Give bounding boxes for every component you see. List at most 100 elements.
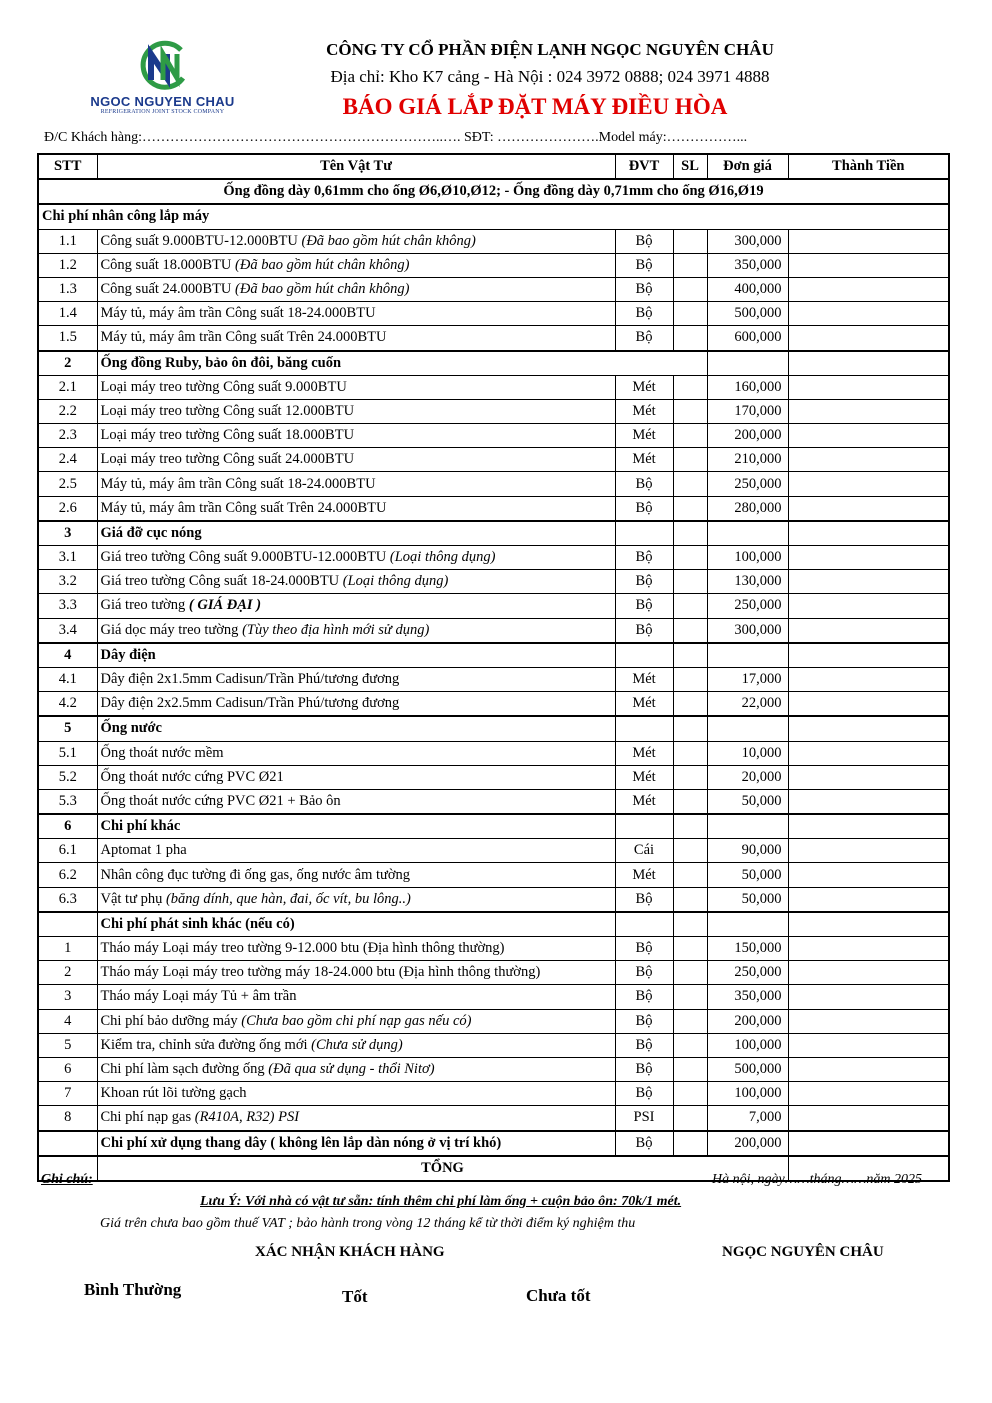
qty-cell bbox=[672, 544, 708, 571]
price-cell: 200,000 bbox=[706, 1129, 789, 1157]
unit-cell: Mét bbox=[614, 423, 674, 449]
stt-cell: 1.4 bbox=[37, 301, 98, 327]
price-cell: 200,000 bbox=[706, 1008, 789, 1034]
price-cell: 150,000 bbox=[706, 935, 789, 962]
stt-cell: 5.1 bbox=[37, 740, 98, 766]
qty-cell bbox=[672, 1105, 708, 1131]
price-cell: 250,000 bbox=[706, 471, 789, 497]
rating-not-good[interactable]: Chưa tốt bbox=[526, 1286, 591, 1305]
item-name-cell: Dây điện 2x1.5mm Cadisun/Trần Phú/tương … bbox=[96, 666, 616, 693]
item-name-cell: Công suất 18.000BTU (Đã bao gồm hút chân… bbox=[96, 252, 616, 278]
total-cell bbox=[787, 617, 950, 644]
table-row: 3.1 Giá treo tường Công suất 9.000BTU-12.… bbox=[37, 544, 950, 571]
price-cell: 160,000 bbox=[706, 374, 789, 400]
company-address: Địa chỉ: Kho K7 cảng - Hà Nội : 024 3972… bbox=[330, 67, 770, 86]
qty-cell bbox=[672, 813, 708, 840]
qty-cell bbox=[672, 960, 708, 986]
stt-cell: 2.4 bbox=[37, 447, 98, 473]
col-unit: ĐVT bbox=[614, 153, 674, 181]
total-cell bbox=[787, 788, 950, 815]
price-note: Giá trên chưa bao gồm thuế VAT ; bảo hàn… bbox=[100, 1216, 636, 1231]
table-row: 6.2 Nhân công đục tường đi ống gas, ống n… bbox=[37, 862, 950, 888]
col-stt: STT bbox=[37, 153, 98, 181]
section-title: Ống nước bbox=[96, 715, 616, 742]
customer-confirm-label: XÁC NHẬN KHÁCH HÀNG bbox=[255, 1244, 445, 1260]
section-row: 4 Dây điện bbox=[37, 642, 950, 668]
qty-cell bbox=[672, 691, 708, 717]
price-cell bbox=[706, 350, 789, 376]
item-name: Dây điện 2x2.5mm Cadisun/Trần Phú/tương … bbox=[100, 695, 400, 712]
section-row: 5 Ống nước bbox=[37, 715, 950, 742]
item-remark: (Đã qua sử dụng - thổi Nitơ) bbox=[268, 1061, 435, 1078]
price-cell bbox=[706, 813, 789, 840]
stt-cell: 3 bbox=[37, 520, 98, 546]
stt-cell: 5.3 bbox=[37, 788, 98, 815]
stt-cell: 2.2 bbox=[37, 398, 98, 425]
table-row: 4.2 Dây điện 2x2.5mm Cadisun/Trần Phú/tươ… bbox=[37, 691, 950, 717]
table-row: 6.3 Vật tư phụ (băng dính, que hàn, đai, … bbox=[37, 886, 950, 913]
table-row: 1.1 Công suất 9.000BTU-12.000BTU (Đã bao … bbox=[37, 228, 950, 254]
qty-cell bbox=[672, 838, 708, 864]
total-cell bbox=[787, 838, 950, 864]
section-row: 2 Ống đồng Ruby, bảo ôn đôi, băng cuốn bbox=[37, 350, 950, 376]
total-cell bbox=[787, 862, 950, 888]
stt-cell: 4 bbox=[37, 642, 98, 668]
item-name: Giá treo tường Công suất 18-24.000BTU bbox=[100, 573, 343, 590]
qty-cell bbox=[672, 447, 708, 473]
unit-cell: Cái bbox=[614, 838, 674, 864]
item-name: Tháo máy Loại máy treo tường máy 18-24.0… bbox=[100, 964, 541, 981]
unit-cell: Mét bbox=[614, 740, 674, 766]
item-name-cell: Công suất 9.000BTU-12.000BTU (Đã bao gồm… bbox=[96, 228, 616, 254]
unit-cell bbox=[614, 715, 674, 742]
item-name-cell: Dây điện 2x2.5mm Cadisun/Trần Phú/tương … bbox=[96, 691, 616, 717]
table-row: 5.1 Ống thoát nước mềm Mét 10,000 bbox=[37, 740, 950, 766]
qty-cell bbox=[672, 740, 708, 766]
total-cell bbox=[787, 886, 950, 913]
logo-subtitle: REFRIGERATION JOINT STOCK COMPANY bbox=[100, 109, 225, 115]
table-row: 1 Tháo máy Loại máy treo tường 9-12.000 b… bbox=[37, 935, 950, 962]
rating-normal[interactable]: Bình Thường bbox=[84, 1280, 182, 1299]
item-name-cell: Giá treo tường Công suất 9.000BTU-12.000… bbox=[96, 544, 616, 571]
stt-cell: 4.2 bbox=[37, 691, 98, 717]
qty-cell bbox=[672, 715, 708, 742]
unit-cell: Bộ bbox=[614, 1081, 674, 1107]
item-name: Loại máy treo tường Công suất 24.000BTU bbox=[100, 451, 355, 468]
unit-cell: Mét bbox=[614, 666, 674, 693]
unit-cell: Bộ bbox=[614, 544, 674, 571]
total-stt-cell bbox=[37, 1154, 98, 1182]
section-title: Giá đỡ cục nóng bbox=[96, 520, 616, 546]
section-title: Chi phí khác bbox=[96, 813, 616, 840]
rating-good[interactable]: Tốt bbox=[342, 1287, 368, 1306]
total-cell bbox=[787, 447, 950, 473]
item-name-cell: Ống thoát nước mềm bbox=[96, 740, 616, 766]
table-row: 3.4 Giá dọc máy treo tường (Tùy theo địa … bbox=[37, 617, 950, 644]
qty-cell bbox=[672, 593, 708, 619]
price-cell: 210,000 bbox=[706, 447, 789, 473]
item-name-cell: Nhân công đục tường đi ống gas, ống nước… bbox=[96, 862, 616, 888]
unit-cell bbox=[614, 642, 674, 668]
price-cell: 350,000 bbox=[706, 984, 789, 1010]
date-line: Hà nội, ngày……tháng……năm 2025 bbox=[711, 1172, 922, 1187]
item-name: Giá treo tường bbox=[100, 597, 189, 614]
price-cell: 350,000 bbox=[706, 252, 789, 278]
item-name: Máy tủ, máy âm trần Công suất 18-24.000B… bbox=[100, 475, 376, 492]
stt-cell: 3.4 bbox=[37, 617, 98, 644]
qty-cell bbox=[672, 374, 708, 400]
stt-cell: 6.3 bbox=[37, 886, 98, 913]
item-name: Loại máy treo tường Công suất 9.000BTU bbox=[100, 378, 347, 395]
unit-cell: Bộ bbox=[614, 276, 674, 303]
section-title: Chi phí phát sinh khác (nếu có) bbox=[96, 911, 616, 937]
unit-cell: Mét bbox=[614, 374, 674, 400]
stt-cell: 4.1 bbox=[37, 666, 98, 693]
item-remark: (Chưa bao gồm chi phí nạp gas nếu có) bbox=[241, 1012, 472, 1029]
item-remark: (Đã bao gồm hút chân không) bbox=[301, 232, 476, 249]
company-sign-label: NGỌC NGUYÊN CHÂU bbox=[722, 1244, 884, 1260]
stt-cell: 1.5 bbox=[37, 325, 98, 351]
grand-total-cell bbox=[787, 1154, 950, 1182]
pipe-note-row: Ống đồng dày 0,61mm cho ống Ø6,Ø10,Ø12; … bbox=[37, 178, 950, 205]
item-remark: (Đã bao gồm hút chân không) bbox=[235, 256, 410, 273]
qty-cell bbox=[672, 1056, 708, 1083]
section-title: Ống đồng Ruby, bảo ôn đôi, băng cuốn bbox=[96, 350, 708, 376]
unit-cell bbox=[614, 813, 674, 840]
qty-cell bbox=[672, 1032, 708, 1058]
